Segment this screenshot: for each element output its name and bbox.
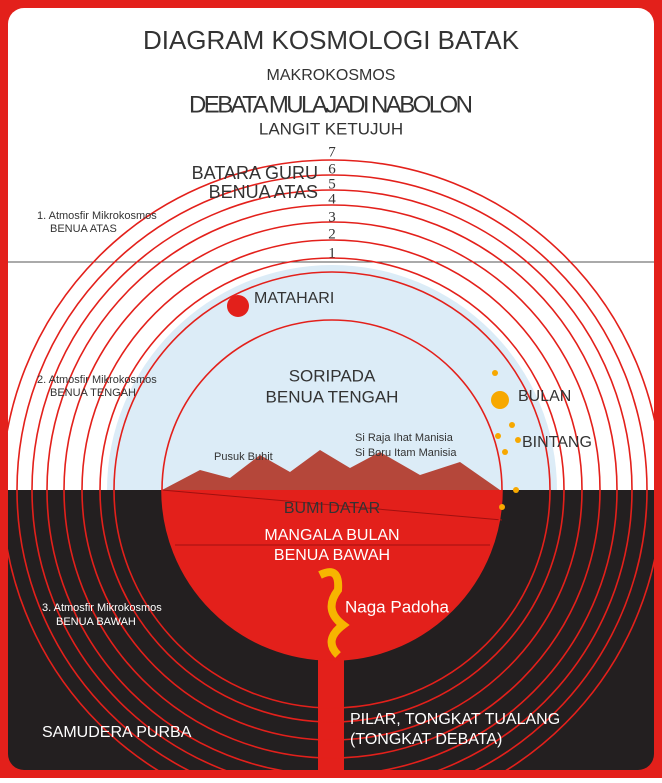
- atmos: BENUA ATAS: [50, 223, 117, 235]
- middle-name: BENUA TENGAH: [266, 387, 399, 406]
- atmos: 2. Atmosfir Mikrokosmos: [37, 374, 157, 386]
- level: 6: [328, 161, 336, 177]
- atmos: BENUA TENGAH: [50, 387, 136, 399]
- level: 7: [328, 144, 336, 160]
- humans: Si Boru Itam Manisia: [355, 447, 457, 459]
- sky-label: LANGIT KETUJUH: [259, 119, 403, 138]
- level: 4: [328, 191, 336, 207]
- sea: SAMUDERA PURBA: [42, 724, 192, 741]
- title: DIAGRAM KOSMOLOGI BATAK: [143, 25, 520, 55]
- benua-atas: BENUA ATAS: [209, 182, 318, 202]
- batara: BATARA GURU: [192, 163, 318, 183]
- star-label: BINTANG: [522, 434, 592, 451]
- pillar-label: (TONGKAT DEBATA): [350, 731, 502, 748]
- diagram: DIAGRAM KOSMOLOGI BATAK MAKROKOSMOS DEBA…: [0, 0, 662, 778]
- sun: [227, 295, 249, 317]
- sun-label: MATAHARI: [254, 290, 334, 307]
- middle-name: SORIPADA: [289, 366, 376, 385]
- lower-name: MANGALA BULAN: [264, 527, 399, 544]
- dragon-label: Naga Padoha: [345, 597, 450, 616]
- atmos: BENUA BAWAH: [56, 616, 136, 628]
- subtitle: MAKROKOSMOS: [267, 67, 396, 84]
- earth: BUMI DATAR: [284, 500, 380, 517]
- level: 2: [328, 226, 336, 242]
- pillar-label: PILAR, TONGKAT TUALANG: [350, 711, 560, 728]
- mountain: Pusuk Buhit: [214, 451, 273, 463]
- atmos: 3. Atmosfir Mikrokosmos: [42, 602, 162, 614]
- level: 5: [328, 176, 336, 192]
- atmos: 1. Atmosfir Mikrokosmos: [37, 210, 157, 222]
- moon-label: BULAN: [518, 388, 571, 405]
- level: 3: [328, 209, 336, 225]
- lower-name: BENUA BAWAH: [274, 547, 390, 564]
- moon: [491, 391, 509, 409]
- deity: DEBATA MULAJADI NABOLON: [189, 91, 473, 118]
- humans: Si Raja Ihat Manisia: [355, 432, 454, 444]
- level: 1: [328, 245, 336, 261]
